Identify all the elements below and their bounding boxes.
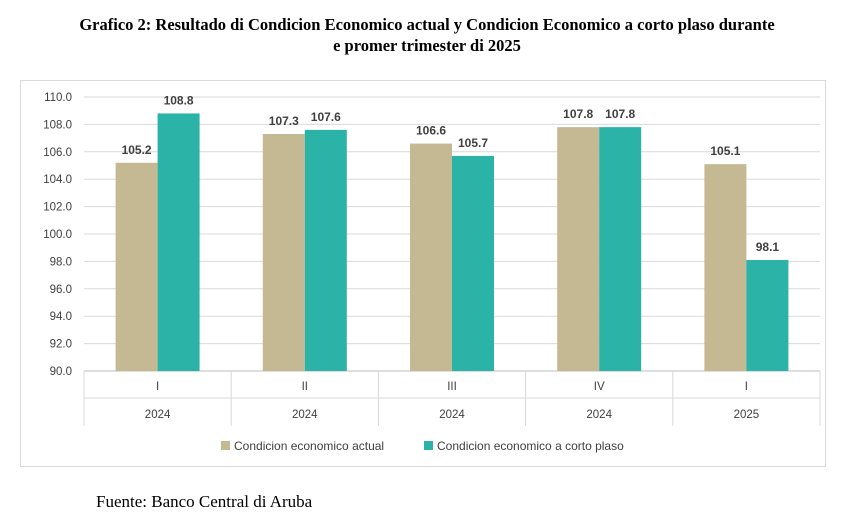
source-note: Fuente: Banco Central di Aruba: [96, 492, 313, 511]
y-tick-label: 94.0: [50, 311, 72, 323]
x-tick-quarter: II: [302, 381, 308, 393]
data-label: 106.6: [416, 124, 446, 138]
x-tick-quarter: III: [447, 381, 457, 393]
bar-actual: [410, 143, 452, 371]
bar-short-term: [157, 113, 200, 371]
y-tick-label: 102.0: [43, 202, 72, 214]
data-label: 107.6: [311, 110, 341, 124]
x-tick-quarter: I: [156, 381, 159, 393]
x-tick-year: 2024: [586, 409, 612, 421]
data-label: 105.1: [710, 144, 740, 158]
y-tick-label: 106.0: [43, 147, 72, 159]
legend-swatch-actual: [221, 441, 230, 450]
y-tick-label: 100.0: [43, 229, 72, 241]
data-label: 107.8: [563, 107, 593, 121]
data-label: 98.1: [756, 240, 780, 254]
y-tick-label: 96.0: [50, 284, 72, 296]
chart-title: Grafico 2: Resultado di Condicion Econom…: [0, 14, 854, 56]
data-label: 105.2: [122, 143, 152, 157]
legend-label-actual: Condicion economico actual: [234, 439, 384, 453]
y-tick-label: 104.0: [43, 174, 72, 186]
bar-actual: [115, 162, 158, 371]
y-tick-label: 92.0: [50, 339, 72, 351]
bar-actual: [262, 133, 305, 371]
x-tick-year: 2024: [439, 409, 465, 421]
bar-short-term: [599, 127, 642, 371]
x-tick-quarter: I: [745, 381, 748, 393]
bar-short-term: [746, 260, 789, 371]
legend-label-short-term: Condicion economico a corto plaso: [437, 439, 624, 453]
x-tick-year: 2025: [734, 409, 760, 421]
data-label: 107.3: [269, 114, 299, 128]
y-tick-label: 90.0: [50, 366, 72, 378]
y-tick-label: 110.0: [44, 92, 72, 104]
legend-swatch-short-term: [424, 441, 433, 450]
title-line-2: e promer trimester di 2025: [333, 36, 521, 55]
x-tick-year: 2024: [292, 409, 318, 421]
x-tick-year: 2024: [145, 409, 171, 421]
chart-area: [20, 80, 826, 467]
bar-actual: [557, 127, 600, 371]
bar-short-term: [452, 155, 494, 371]
title-line-1: Grafico 2: Resultado di Condicion Econom…: [79, 15, 775, 34]
y-tick-label: 108.0: [43, 119, 72, 131]
y-tick-label: 98.0: [50, 256, 72, 268]
x-tick-quarter: IV: [594, 381, 605, 393]
data-label: 107.8: [605, 107, 635, 121]
bar-short-term: [304, 129, 347, 371]
data-label: 105.7: [458, 136, 488, 150]
data-label: 108.8: [164, 93, 194, 107]
bar-actual: [704, 164, 747, 371]
